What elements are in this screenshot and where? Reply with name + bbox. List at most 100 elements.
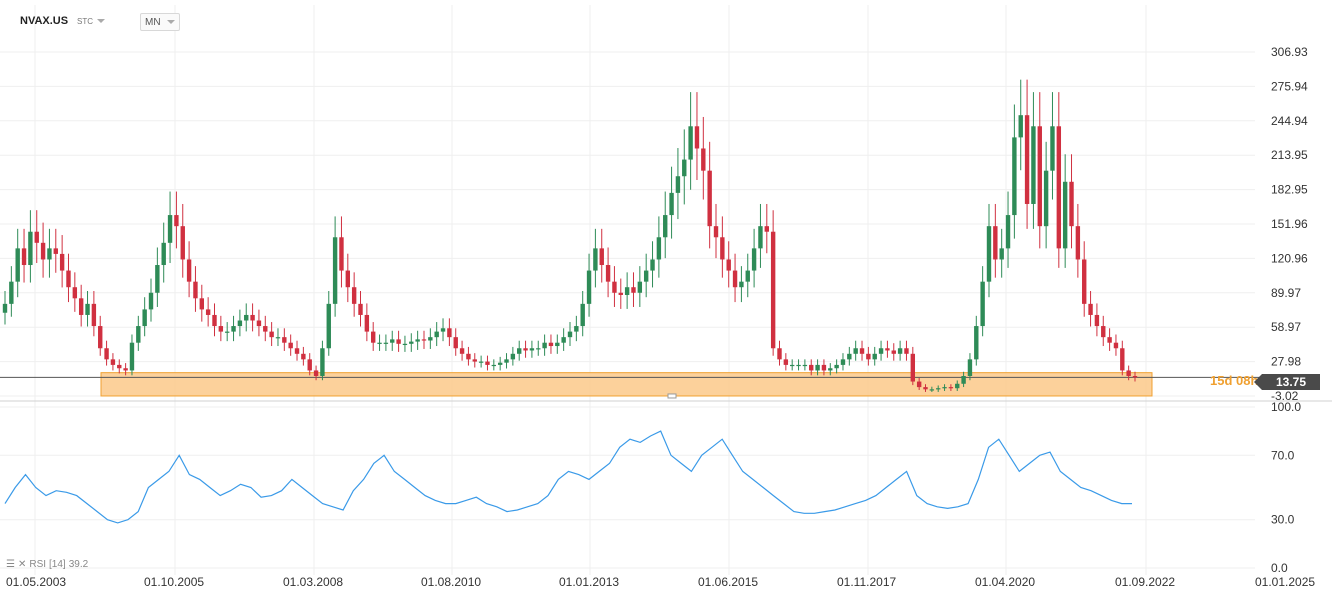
candle-body bbox=[28, 231, 33, 266]
candle-body bbox=[320, 348, 325, 377]
symbol-label[interactable]: NVAX.US bbox=[20, 15, 69, 27]
interval-dropdown[interactable]: MN bbox=[140, 13, 180, 31]
candle-body bbox=[1062, 181, 1068, 249]
candle-body bbox=[282, 337, 287, 343]
candle-body bbox=[136, 326, 141, 343]
candle-countdown: 15d 08h bbox=[1210, 373, 1259, 388]
x-tick-label: 01.01.2013 bbox=[559, 575, 619, 589]
candle-body bbox=[929, 389, 935, 391]
candle-body bbox=[517, 348, 522, 354]
candle-body bbox=[231, 326, 236, 332]
settings-icon[interactable]: ☰ bbox=[6, 559, 15, 570]
candle-body bbox=[421, 339, 427, 341]
candle-body bbox=[72, 287, 78, 299]
rsi-indicator-label[interactable]: ☰ ✕ RSI [14] 39.2 bbox=[6, 559, 88, 570]
candle-body bbox=[78, 298, 84, 315]
candle-body bbox=[853, 348, 858, 354]
y-tick-label: 213.95 bbox=[1271, 148, 1308, 162]
candle-body bbox=[999, 248, 1004, 260]
candle-body bbox=[688, 126, 693, 160]
rsi-tick-label: 30.0 bbox=[1271, 513, 1295, 527]
candle-body bbox=[428, 337, 433, 341]
candle-body bbox=[936, 388, 941, 390]
candle-body bbox=[174, 215, 179, 227]
x-tick-label: 01.03.2008 bbox=[283, 575, 343, 589]
candle-body bbox=[2, 303, 8, 313]
close-icon[interactable]: ✕ bbox=[17, 559, 27, 570]
candle-body bbox=[859, 348, 865, 354]
candle-body bbox=[605, 265, 611, 282]
candle-body bbox=[809, 364, 814, 371]
candle-body bbox=[1031, 126, 1036, 204]
candle-body bbox=[1012, 137, 1017, 216]
candle-body bbox=[91, 303, 97, 327]
candle-body bbox=[440, 328, 446, 332]
candle-body bbox=[593, 248, 598, 271]
candle-body bbox=[155, 265, 160, 293]
candle-body bbox=[294, 348, 300, 354]
x-tick-label: 01.04.2020 bbox=[975, 575, 1035, 589]
candle-body bbox=[459, 348, 465, 354]
candle-body bbox=[34, 231, 39, 243]
candle-body bbox=[796, 364, 801, 367]
candle-body bbox=[586, 270, 592, 304]
x-tick-label: 01.06.2015 bbox=[698, 575, 758, 589]
rsi-line bbox=[4, 430, 1132, 524]
candle-body bbox=[1037, 126, 1042, 227]
instrument-type-dropdown[interactable]: STC bbox=[77, 13, 105, 29]
candle-body bbox=[129, 342, 135, 371]
candle-body bbox=[663, 215, 668, 238]
candle-body bbox=[313, 370, 319, 377]
candle-body bbox=[904, 348, 909, 354]
candle-body bbox=[910, 353, 916, 382]
candle-body bbox=[371, 331, 376, 343]
candle-body bbox=[821, 364, 827, 371]
candle-body bbox=[1126, 370, 1131, 377]
candle-body bbox=[916, 381, 922, 388]
candle-body bbox=[244, 314, 249, 321]
candle-body bbox=[339, 237, 344, 271]
candle-body bbox=[1024, 115, 1030, 204]
candle-body bbox=[713, 226, 719, 238]
candle-body bbox=[624, 287, 630, 295]
rsi-tick-label: 100.0 bbox=[1271, 400, 1301, 414]
candle-body bbox=[1075, 226, 1081, 260]
candle-body bbox=[986, 226, 992, 282]
candle-body bbox=[98, 326, 103, 349]
y-tick-label: 89.97 bbox=[1271, 286, 1301, 300]
candle-body bbox=[47, 248, 52, 260]
candle-body bbox=[466, 353, 471, 360]
candle-body bbox=[536, 348, 541, 350]
candle-body bbox=[955, 383, 960, 389]
candle-body bbox=[942, 387, 947, 389]
candle-body bbox=[720, 237, 725, 260]
candle-body bbox=[599, 248, 604, 266]
candle-body bbox=[1056, 126, 1062, 249]
candle-body bbox=[885, 348, 890, 351]
candle-body bbox=[739, 281, 744, 288]
candle-body bbox=[193, 281, 198, 299]
candle-body bbox=[948, 387, 954, 389]
candle-body bbox=[415, 339, 420, 342]
candle-body bbox=[59, 253, 65, 271]
candle-body bbox=[548, 342, 554, 347]
candle-body bbox=[358, 303, 363, 315]
candle-body bbox=[497, 362, 503, 365]
candle-body bbox=[332, 237, 338, 304]
candle-body bbox=[307, 359, 312, 371]
candle-body bbox=[561, 337, 566, 343]
candle-body bbox=[117, 364, 122, 369]
candle-body bbox=[1005, 215, 1011, 249]
candle-body bbox=[694, 126, 700, 149]
candle-body bbox=[1120, 348, 1125, 371]
candle-body bbox=[656, 237, 662, 260]
candle-body bbox=[301, 353, 306, 360]
candle-body bbox=[167, 215, 173, 243]
candle-body bbox=[866, 353, 871, 360]
candle-body bbox=[707, 170, 712, 227]
candle-body bbox=[891, 350, 896, 354]
candle-body bbox=[802, 364, 808, 367]
candle-body bbox=[1088, 303, 1093, 315]
x-tick-label: 01.11.2017 bbox=[837, 575, 896, 589]
